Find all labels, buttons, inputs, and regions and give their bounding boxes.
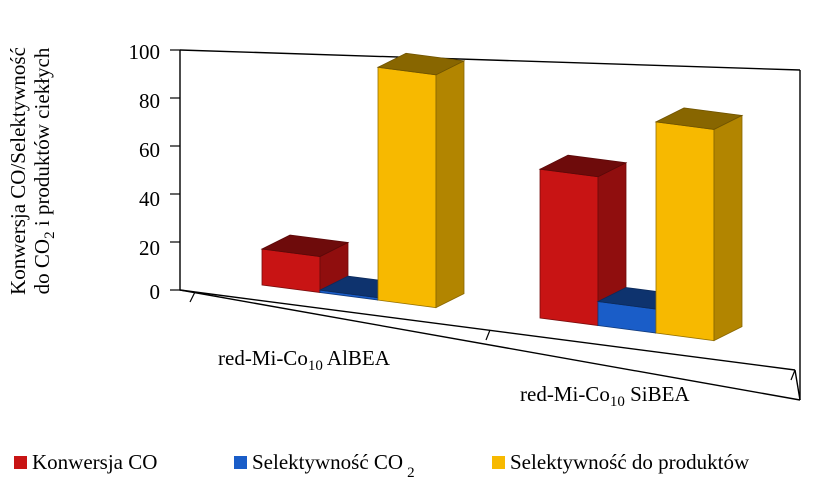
- x-tick-mark: [790, 369, 796, 381]
- y-tick-60: 60: [139, 138, 160, 162]
- x-tick-mark: [485, 329, 491, 341]
- y-tick-0: 0: [149, 280, 161, 304]
- y-tick-40: 40: [139, 187, 160, 211]
- bar-top-s2-c1: [654, 107, 744, 130]
- floor-left-edge: [179, 289, 196, 293]
- bar-top-s0-c0: [260, 234, 350, 257]
- legend-swatch-yellow: [492, 456, 505, 469]
- category-label-sibea: red-Mi-Co10 SiBEA: [520, 382, 690, 411]
- bar-top-s0-c1: [538, 154, 628, 178]
- legend-item-selektywnosc-produktow: Selektywność do produktów: [492, 450, 749, 475]
- floor-front-edge: [194, 291, 796, 371]
- category-label-albea: red-Mi-Co10 AlBEA: [218, 346, 390, 375]
- legend-swatch-blue: [234, 456, 247, 469]
- floor-right-edge: [794, 369, 801, 401]
- y-tick-80: 80: [139, 89, 160, 113]
- legend-swatch-red: [14, 456, 27, 469]
- legend: Konwersja CO Selektywność CO 2 Selektywno…: [14, 450, 826, 490]
- y-tick-100: 100: [128, 40, 161, 64]
- bar-side-s2-c0: [435, 60, 465, 309]
- back-wall-top-edge: [179, 49, 801, 71]
- bar-top-s2-c0: [376, 52, 466, 76]
- y-tick-20: 20: [139, 236, 160, 260]
- legend-item-konwersja: Konwersja CO: [14, 450, 157, 475]
- x-tick-mark: [189, 291, 196, 303]
- legend-item-selektywnosc-co2: Selektywność CO 2: [234, 450, 415, 481]
- bar-front-s2-c1: [655, 121, 715, 342]
- bar-front-s2-c0: [377, 66, 437, 309]
- bar-front-s0-c1: [539, 168, 599, 326]
- bar-side-s2-c1: [713, 114, 743, 342]
